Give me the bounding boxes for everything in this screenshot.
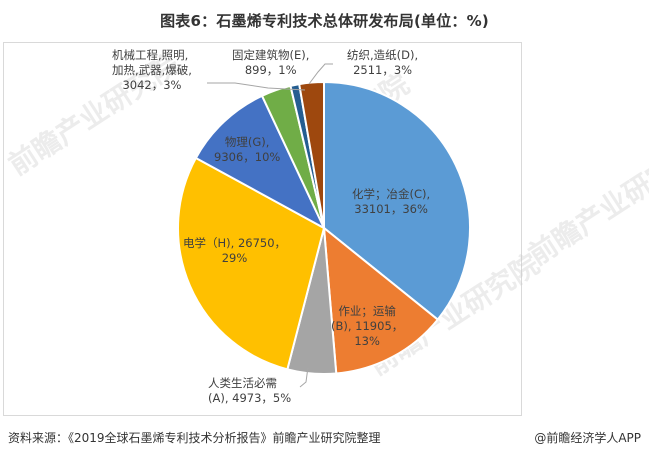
credit-note: @前瞻经济学人APP <box>534 431 641 445</box>
chart-frame <box>3 42 522 416</box>
pie-slice-g <box>194 94 327 231</box>
pie-slice-b <box>322 225 440 375</box>
label-fixed-construction: 固定建筑物(E), 899，1% <box>232 48 310 77</box>
leader-line-d <box>308 63 333 85</box>
label-chemistry: 化学；冶金(C), 33101，36% <box>352 187 431 216</box>
label-textiles: 纺织,造纸(D), 2511，3% <box>347 48 419 77</box>
source-note: 资料来源：《2019全球石墨烯专利技术分析报告》前瞻产业研究院整理 <box>8 431 381 445</box>
leader-line-f <box>207 82 306 91</box>
label-electricity: 电学（H), 26750， 29% <box>183 236 287 265</box>
label-physics: 物理(G), 9306，10% <box>214 135 281 164</box>
chart-title: 图表6：石墨烯专利技术总体研发布局(单位：%) <box>160 12 489 30</box>
pie-slice-h <box>177 156 326 371</box>
label-operations: 作业；运输 (B), 11905， 13% <box>331 304 404 348</box>
label-mechanical: 机械工程,照明, 加热,武器,爆破, 3042，3% <box>112 48 192 92</box>
pie-slice-c <box>323 80 471 321</box>
label-human-necessities: 人类生活必需 (A), 4973，5% <box>208 376 292 405</box>
pie-slice-d <box>298 80 325 229</box>
leader-line-a <box>299 366 309 388</box>
